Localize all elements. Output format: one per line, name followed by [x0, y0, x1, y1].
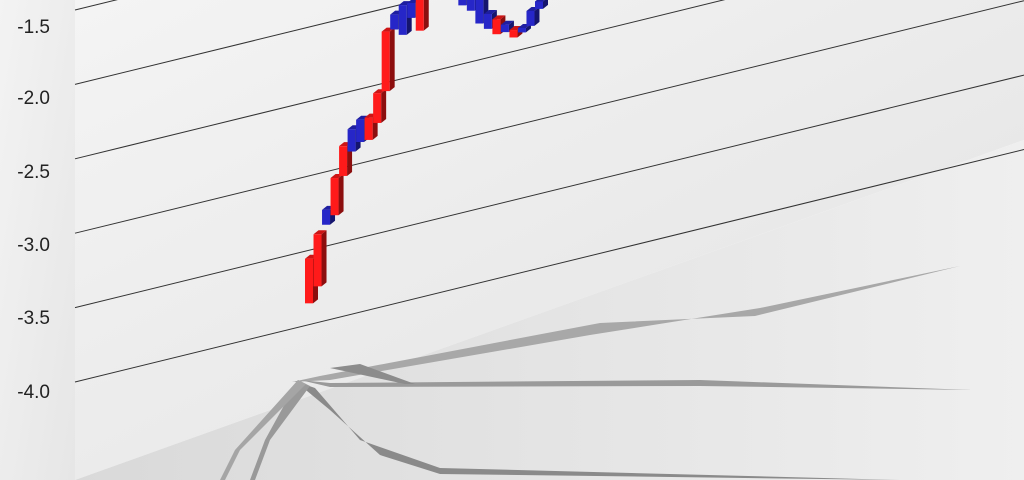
candle-top-face — [535, 0, 545, 2]
candles — [305, 0, 548, 304]
candle-down — [500, 20, 514, 33]
floor-shadow-trail — [292, 266, 960, 382]
grid-lines — [74, 0, 1024, 383]
candle-front-face — [492, 19, 501, 35]
candle-front-face — [339, 146, 348, 176]
floor-shadow-trail — [330, 364, 415, 384]
y-axis-panel — [0, 0, 75, 480]
candle-up — [330, 174, 344, 216]
candle-front-face — [373, 93, 382, 123]
candle-top-face — [500, 20, 514, 25]
grid-line — [74, 74, 1024, 309]
candle-side-face — [381, 89, 387, 123]
candle-front-face — [364, 117, 373, 140]
y-tick-label: -3.5 — [17, 308, 50, 329]
candle-front-face — [500, 24, 509, 33]
candle-up — [415, 0, 429, 31]
candle-side-face — [534, 6, 540, 26]
candle-top-face — [492, 15, 506, 20]
candle-side-face — [338, 174, 344, 216]
y-axis-ticks: -1.5 -2.0 -2.5 -3.0 -3.5 -4.0 — [17, 17, 50, 403]
candle-side-face — [423, 0, 429, 31]
candle-front-face — [517, 27, 526, 33]
candle-front-face — [466, 0, 475, 11]
y-tick-label: -4.0 — [17, 382, 50, 403]
grid-line — [74, 0, 422, 85]
candle-front-face — [313, 234, 322, 287]
y-tick-label: -2.5 — [17, 162, 50, 183]
candle-front-face — [398, 5, 407, 35]
grid-line — [74, 149, 1024, 383]
candle-front-face — [322, 209, 331, 225]
candle-top-face — [483, 9, 497, 14]
candle-front-face — [509, 30, 518, 38]
candle-front-face — [535, 1, 543, 9]
grid-line — [74, 0, 726, 160]
candle-front-face — [458, 0, 467, 6]
candle-front-face — [356, 119, 365, 143]
candle-front-face — [483, 13, 492, 29]
candle-front-face — [390, 14, 399, 30]
candle-front-face — [475, 0, 484, 24]
candle-up — [313, 230, 327, 287]
candle-side-face — [508, 20, 514, 33]
candle-front-face — [381, 31, 390, 92]
candle-up — [381, 27, 395, 92]
floor-shadow-trail — [300, 380, 972, 390]
grid-line — [74, 0, 1024, 234]
candle-side-face — [389, 27, 395, 92]
candle-front-face — [347, 129, 356, 152]
candle-side-face — [543, 0, 548, 9]
candle-front-face — [526, 10, 535, 26]
floor-shadows — [220, 266, 972, 480]
candle-down — [526, 6, 540, 26]
y-tick-label: -3.0 — [17, 235, 50, 256]
candle-front-face — [415, 0, 424, 31]
candle-side-face — [321, 230, 327, 287]
floor-shadow-trail — [220, 380, 306, 480]
candle-front-face — [330, 178, 339, 216]
y-tick-label: -2.0 — [17, 88, 50, 109]
floor-shadow-trail — [250, 380, 310, 480]
y-tick-label: -1.5 — [17, 17, 50, 38]
back-wall — [75, 0, 1024, 480]
candle-front-face — [305, 258, 313, 304]
candle-front-face — [407, 3, 416, 18]
candle-top-face — [313, 230, 327, 235]
candle-up — [373, 89, 387, 123]
candle-down — [535, 0, 548, 9]
candle-side-face — [525, 23, 531, 33]
